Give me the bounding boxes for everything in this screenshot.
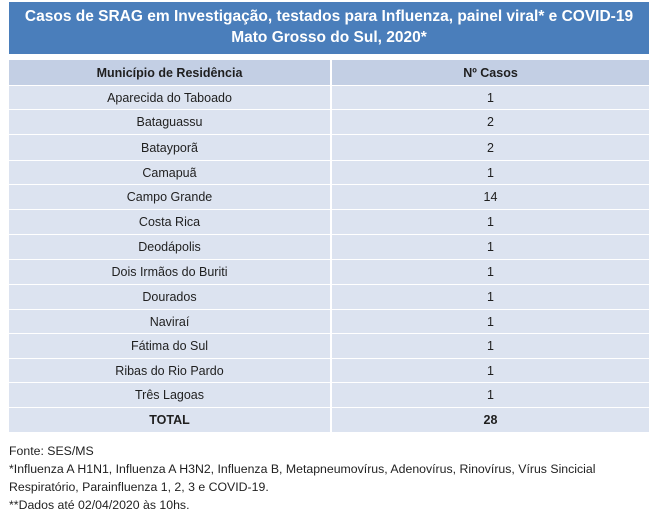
- cell-casos: 14: [331, 184, 649, 210]
- cell-municipio: Dourados: [9, 284, 332, 310]
- cell-municipio: Costa Rica: [9, 209, 332, 235]
- cell-municipio: Naviraí: [9, 309, 332, 334]
- cell-municipio: Três Lagoas: [9, 382, 332, 408]
- table-row: Três Lagoas 1: [9, 382, 649, 408]
- table-row: Naviraí 1: [9, 309, 649, 334]
- source-note: Fonte: SES/MS: [9, 444, 94, 458]
- table-body: Aparecida do Taboado 1 Bataguassu 2 Bataypor…: [9, 85, 649, 432]
- cell-municipio: Camapuã: [9, 160, 332, 185]
- cases-table: Município de Residência Nº Casos Apareci…: [9, 59, 649, 432]
- table-header-row: Município de Residência Nº Casos: [9, 59, 649, 86]
- table-row: Fátima do Sul 1: [9, 333, 649, 359]
- cell-municipio: Ribas do Rio Pardo: [9, 358, 332, 383]
- cell-municipio: Aparecida do Taboado: [9, 85, 332, 110]
- cell-casos: 1: [331, 234, 649, 260]
- table-row: Costa Rica 1: [9, 209, 649, 235]
- table-row: Aparecida do Taboado 1: [9, 85, 649, 110]
- cell-municipio: Fátima do Sul: [9, 333, 332, 359]
- header-casos: Nº Casos: [331, 59, 649, 86]
- table-row: Dois Irmãos do Buriti 1: [9, 259, 649, 285]
- table-title: Casos de SRAG em Investigação, testados …: [9, 2, 649, 54]
- cell-municipio: Bataguassu: [9, 109, 332, 135]
- table-row: Campo Grande 14: [9, 184, 649, 210]
- cell-casos: 2: [331, 134, 649, 161]
- table-row: Camapuã 1: [9, 160, 649, 185]
- cell-municipio: Dois Irmãos do Buriti: [9, 259, 332, 285]
- cell-municipio: Batayporã: [9, 134, 332, 161]
- cell-casos: 1: [331, 382, 649, 408]
- cell-municipio: Campo Grande: [9, 184, 332, 210]
- cell-casos: 1: [331, 284, 649, 310]
- cell-casos: 1: [331, 333, 649, 359]
- cell-casos: 1: [331, 259, 649, 285]
- total-value: 28: [331, 407, 649, 432]
- cell-casos: 1: [331, 209, 649, 235]
- title-line-2: Mato Grosso do Sul, 2020*: [231, 29, 427, 46]
- cell-casos: 1: [331, 358, 649, 383]
- table-row: Ribas do Rio Pardo 1: [9, 358, 649, 383]
- header-municipio: Município de Residência: [9, 59, 332, 86]
- table-row: Dourados 1: [9, 284, 649, 310]
- title-line-1: Casos de SRAG em Investigação, testados …: [24, 8, 634, 25]
- table-row: Batayporã 2: [9, 134, 649, 161]
- cell-casos: 1: [331, 85, 649, 110]
- footnote-date: **Dados até 02/04/2020 às 10hs.: [9, 498, 190, 512]
- cell-casos: 1: [331, 160, 649, 185]
- table-row: Deodápolis 1: [9, 234, 649, 260]
- footnote-viruses: *Influenza A H1N1, Influenza A H3N2, Inf…: [9, 462, 596, 494]
- total-label: TOTAL: [9, 407, 332, 432]
- report-container: Casos de SRAG em Investigação, testados …: [9, 2, 649, 432]
- total-row: TOTAL 28: [9, 407, 649, 432]
- cell-casos: 1: [331, 309, 649, 334]
- footnotes: Fonte: SES/MS *Influenza A H1N1, Influen…: [9, 442, 654, 514]
- cell-casos: 2: [331, 109, 649, 135]
- cell-municipio: Deodápolis: [9, 234, 332, 260]
- table-row: Bataguassu 2: [9, 109, 649, 135]
